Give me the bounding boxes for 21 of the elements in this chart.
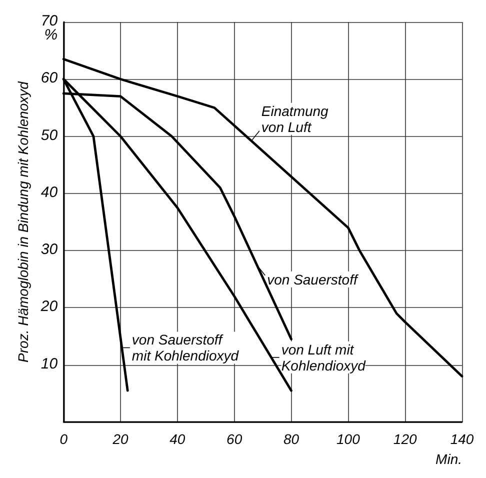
y-tick-label: 20 <box>40 298 58 316</box>
annotation: von Sauerstoff mit Kohlendioxyd <box>132 332 240 364</box>
x-tick-label: 0 <box>60 431 68 447</box>
annotation: von Luft mit Kohlendioxyd <box>281 341 367 374</box>
y-tick-label: 50 <box>40 126 58 144</box>
y-tick-label: 40 <box>40 184 58 201</box>
x-tick-label: 40 <box>170 431 186 447</box>
x-tick-label: 100 <box>336 431 360 447</box>
y-tick-label: 10 <box>40 355 58 372</box>
annotation: Einatmung von Luft <box>261 102 329 135</box>
y-tick-label: 60 <box>40 70 58 87</box>
y-tick-label: 30 <box>40 241 58 258</box>
x-tick-label: 120 <box>393 431 417 447</box>
x-tick-label: 80 <box>283 431 300 447</box>
x-tick-label: 20 <box>112 431 128 447</box>
x-tick-label: 140 <box>450 431 474 447</box>
y-axis-title: Proz. Hämoglobin in Bindung mit Kohlenoxyd <box>15 80 31 362</box>
x-axis-title: Min. <box>436 451 462 467</box>
y-tick-label: 70 % <box>40 12 58 44</box>
annotation: von Sauerstoff <box>267 271 360 288</box>
x-tick-label: 60 <box>226 431 242 447</box>
